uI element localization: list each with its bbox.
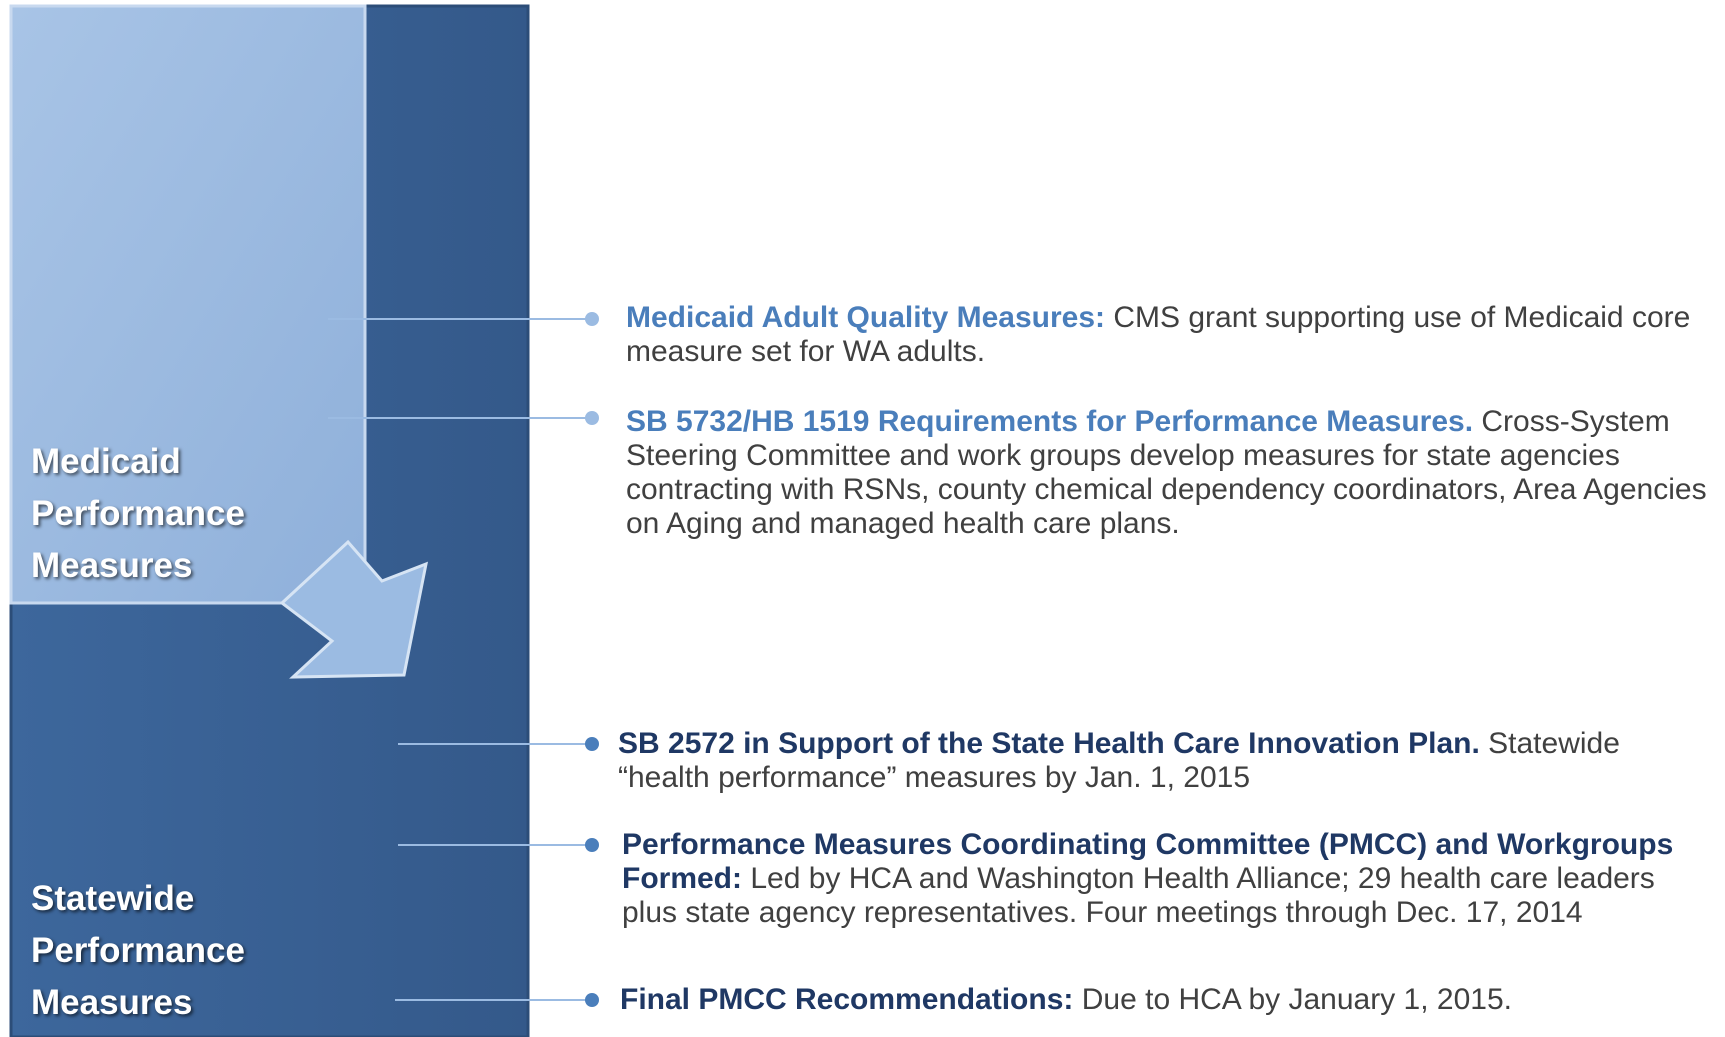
item: SB 5732/HB 1519 Requirements for Perform… xyxy=(626,405,1716,541)
bullet xyxy=(585,411,599,425)
item: Medicaid Adult Quality Measures: CMS gra… xyxy=(626,301,1716,369)
bullet xyxy=(585,312,599,326)
item-body: Cross-System Steering Committee and work… xyxy=(626,405,1707,540)
bullet xyxy=(585,993,599,1007)
item-heading: Medicaid Adult Quality Measures: xyxy=(626,301,1105,334)
bullet xyxy=(585,737,599,751)
item-heading: Final PMCC Recommendations: xyxy=(620,983,1074,1016)
item-body: CMS grant supporting use of Medicaid cor… xyxy=(626,301,1691,368)
item-heading: SB 5732/HB 1519 Requirements for Perform… xyxy=(626,405,1474,438)
item-body: Due to HCA by January 1, 2015. xyxy=(1081,983,1512,1016)
item-heading: Performance Measures Coordinating Commit… xyxy=(622,828,1674,895)
medicaid-box xyxy=(9,4,367,605)
bullet xyxy=(585,838,599,852)
left-label: Medicaid Performance Measures xyxy=(31,442,245,585)
item: Performance Measures Coordinating Commit… xyxy=(622,828,1712,930)
item: SB 2572 in Support of the State Health C… xyxy=(618,727,1708,795)
item-body: Statewide “health performance” measures … xyxy=(618,727,1620,794)
item-body: Led by HCA and Washington Health Allianc… xyxy=(622,862,1655,929)
item-heading: SB 2572 in Support of the State Health C… xyxy=(618,727,1480,760)
arrow xyxy=(279,539,429,679)
connectors xyxy=(328,318,592,1001)
left-label: Statewide Performance Measures xyxy=(31,879,245,1022)
item: Final PMCC Recommendations: Due to HCA b… xyxy=(620,983,1710,1017)
